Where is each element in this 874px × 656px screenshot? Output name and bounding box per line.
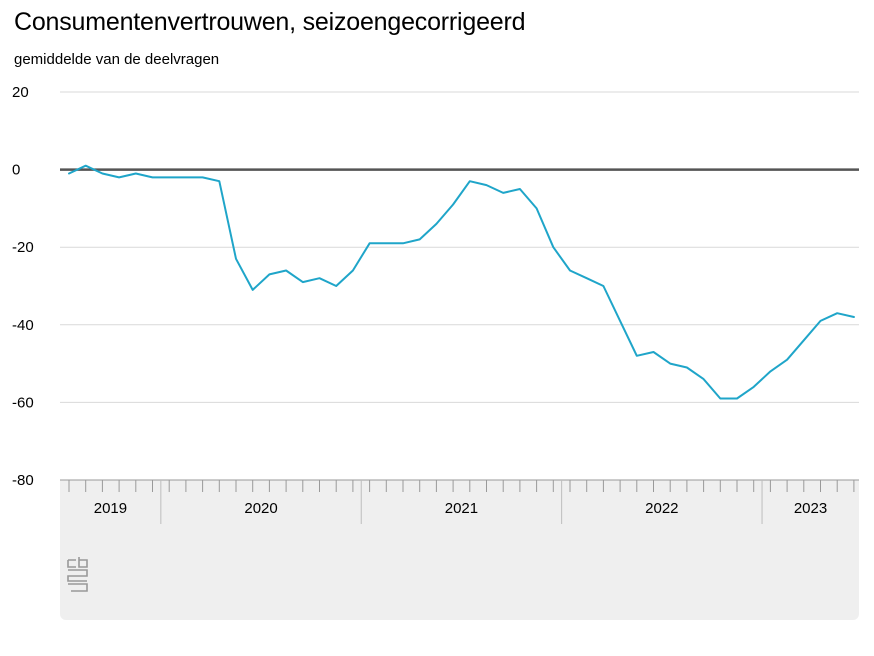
cbs-logo-mark	[67, 557, 88, 592]
y-tick-label: -60	[12, 394, 34, 411]
x-axis-background	[60, 480, 859, 620]
series-layer	[68, 164, 855, 400]
x-axis: 2019 2020 2021 2022 2023	[60, 479, 859, 524]
chart-subtitle: gemiddelde van de deelvragen	[14, 51, 220, 68]
x-axis-background-top	[60, 480, 859, 490]
x-year-label: 2023	[794, 500, 827, 517]
gridlines	[60, 91, 859, 403]
cbs-logo	[67, 557, 88, 592]
x-axis-panel	[60, 480, 859, 620]
x-year-label: 2019	[94, 500, 127, 517]
y-tick-label: -80	[12, 472, 34, 489]
x-year-label: 2020	[244, 500, 277, 517]
y-tick-label: 20	[12, 84, 29, 101]
x-year-label: 2022	[645, 500, 678, 517]
chart-title: Consumentenvertrouwen, seizoengecorrigee…	[14, 8, 526, 36]
y-tick-label: -20	[12, 239, 34, 256]
x-year-label: 2021	[445, 500, 478, 517]
series-line	[68, 164, 855, 400]
y-tick-label: -40	[12, 317, 34, 334]
y-axis-ticks: 20 0 -20 -40 -60 -80	[12, 84, 34, 489]
y-tick-label: 0	[12, 162, 20, 179]
